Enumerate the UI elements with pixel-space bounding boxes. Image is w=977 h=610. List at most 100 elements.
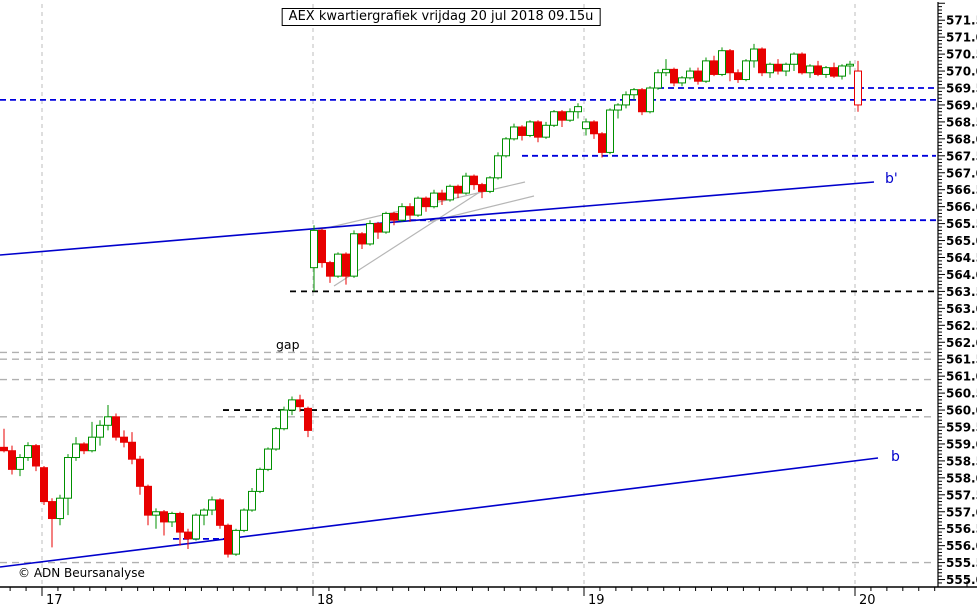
trendline-b-label: b: [891, 449, 900, 465]
candle-body: [750, 48, 758, 62]
candle-body: [438, 192, 446, 201]
candle-body: [710, 60, 718, 75]
x-day-label: 17: [46, 593, 63, 608]
candle-body: [374, 223, 382, 233]
candle-body: [304, 407, 312, 431]
candle-body: [216, 499, 224, 526]
candle-body: [590, 121, 598, 135]
y-tick-label: 566.5: [946, 183, 977, 197]
candle-body: [144, 485, 152, 516]
candle-body: [470, 175, 478, 186]
candle-body: [534, 121, 542, 138]
candle-body: [598, 133, 606, 153]
candle-body: [96, 424, 104, 438]
candle-body: [614, 104, 622, 111]
candle-body: [782, 63, 790, 72]
candle-body: [350, 233, 358, 277]
candle-body: [80, 443, 88, 452]
candle-body: [272, 428, 280, 450]
candle-body: [120, 436, 128, 443]
candle-body: [152, 511, 160, 516]
candle-body: [192, 514, 200, 540]
candle-body: [814, 65, 822, 75]
trendline-b-prime-label: b': [885, 171, 898, 187]
candle-body: [718, 50, 726, 75]
candle-body: [486, 177, 494, 192]
y-tick-label: 571.0: [946, 31, 977, 45]
candle-body: [8, 450, 16, 470]
candle-body: [798, 53, 806, 74]
candle-body: [414, 197, 422, 216]
candle-body: [830, 67, 838, 77]
y-tick-label: 562.0: [946, 336, 977, 350]
candle-body: [846, 63, 854, 67]
candle-body: [582, 121, 590, 130]
candle-body: [176, 512, 184, 533]
chart-title: AEX kwartiergrafiek vrijdag 20 jul 2018 …: [281, 8, 601, 26]
gap-annotation: gap: [276, 337, 300, 352]
y-tick-label: 557.0: [946, 505, 977, 519]
candle-body: [702, 60, 710, 82]
candle-body: [104, 416, 112, 426]
candle-body: [734, 72, 742, 81]
candle-body: [462, 175, 470, 194]
y-tick-label: 563.5: [946, 285, 977, 299]
y-tick-label: 562.5: [946, 319, 977, 333]
y-tick-label: 558.0: [946, 471, 977, 485]
x-day-label: 20: [859, 593, 876, 608]
candle-body: [40, 467, 48, 503]
x-day-label: 19: [588, 593, 605, 608]
candle-body: [542, 124, 550, 138]
candle-body: [88, 436, 96, 452]
candle-body: [264, 448, 272, 470]
candle-body: [790, 53, 798, 65]
candle-body: [606, 109, 614, 153]
candle-body: [342, 253, 350, 277]
candle-body: [518, 126, 526, 136]
trendline-b': [0, 181, 875, 256]
candle-body: [454, 185, 462, 194]
candle-body: [310, 229, 318, 269]
y-tick-label: 570.0: [946, 65, 977, 79]
candle-body: [112, 416, 120, 438]
y-tick-label: 559.0: [946, 437, 977, 451]
candle-body: [288, 399, 296, 411]
candle-body: [48, 501, 56, 520]
y-tick-label: 564.0: [946, 268, 977, 282]
candle-body: [334, 253, 342, 277]
y-tick-label: 566.0: [946, 200, 977, 214]
candle-body: [622, 94, 630, 106]
candle-body: [670, 68, 678, 84]
candle-body: [248, 490, 256, 511]
candle-body: [128, 441, 136, 460]
candle-body: [638, 89, 646, 113]
watermark-copyright: © ADN Beursanalyse: [18, 566, 145, 580]
candle-body: [280, 409, 288, 430]
y-tick-label: 560.0: [946, 404, 977, 418]
candle-body: [510, 126, 518, 140]
candle-body: [168, 512, 176, 523]
candle-body: [742, 60, 750, 81]
candle-body: [358, 233, 366, 245]
candle-body: [838, 65, 846, 77]
candle-body: [694, 70, 702, 82]
candle-body: [566, 111, 574, 121]
candle-body: [136, 458, 144, 487]
y-tick-label: 555.0: [946, 573, 977, 587]
channel-line: [333, 187, 487, 287]
candle-body: [478, 184, 486, 192]
candle-body: [758, 48, 766, 74]
candle-body: [256, 468, 264, 492]
candle-body: [200, 509, 208, 516]
y-tick-label: 571.5: [946, 14, 977, 28]
y-tick-label: 559.5: [946, 421, 977, 435]
y-tick-label: 568.5: [946, 115, 977, 129]
y-tick-label: 558.5: [946, 454, 977, 468]
candle-body: [766, 63, 774, 74]
candle-body: [160, 511, 168, 523]
y-tick-label: 567.5: [946, 149, 977, 163]
y-tick-label: 561.0: [946, 370, 977, 384]
candle-body: [630, 89, 638, 96]
y-tick-label: 556.0: [946, 539, 977, 553]
